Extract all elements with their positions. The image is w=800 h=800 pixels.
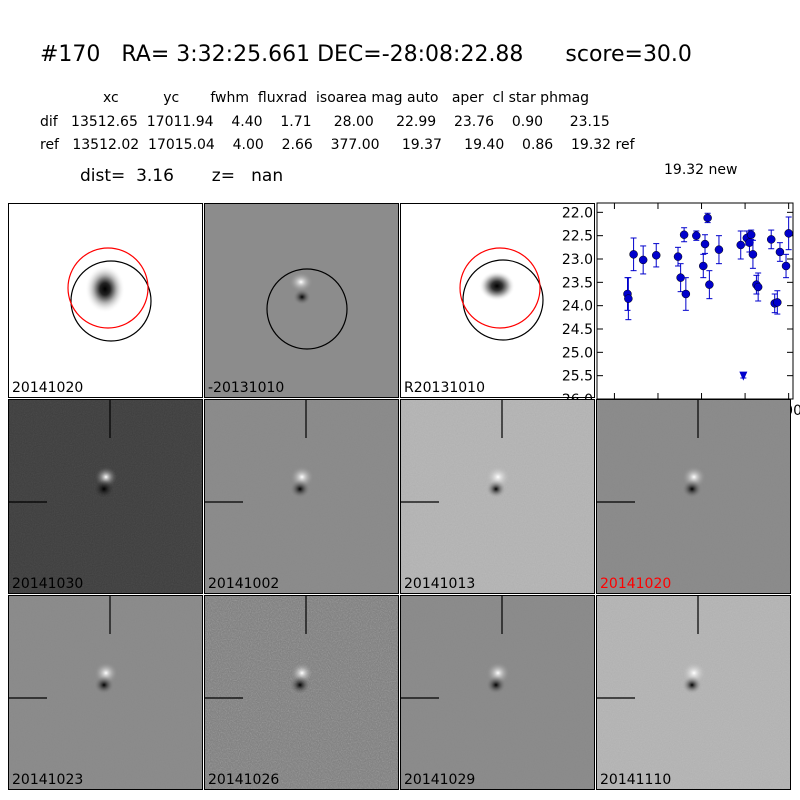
- data-point: [736, 240, 745, 250]
- data-point: [773, 298, 782, 307]
- negative-blob: [486, 480, 506, 498]
- y-tick-label: 25.0: [562, 345, 593, 361]
- negative-blob: [290, 676, 310, 694]
- thumbnail-label: 20141023: [12, 772, 84, 788]
- ref-stamp-label: R20131010: [404, 380, 485, 396]
- column-headers: xc yc fwhm fluxrad isoarea mag auto aper…: [103, 90, 590, 106]
- data-point: [748, 250, 758, 259]
- data-point: [624, 294, 633, 303]
- light-curve-plot: 22.022.523.023.524.024.525.025.526.0-100…: [562, 202, 800, 419]
- data-point: [753, 282, 763, 292]
- thumbnail-label: 20141110: [600, 772, 672, 788]
- negative-blob: [682, 480, 702, 498]
- new-stamp: 20141020: [8, 203, 203, 398]
- thumbnail-label: 20141013: [404, 576, 476, 592]
- light-curve-svg: 22.022.523.023.524.024.525.025.526.0-100…: [562, 202, 800, 419]
- data-point: [746, 230, 756, 239]
- data-point: [692, 231, 701, 240]
- negative-blob: [290, 480, 310, 498]
- new-mag: 19.32 new: [664, 162, 738, 178]
- candidate-title: #170 RA= 3:32:25.661 DEC=-28:08:22.88 sc…: [40, 42, 692, 67]
- y-tick-label: 25.5: [562, 369, 593, 385]
- data-point: [673, 252, 683, 261]
- thumbnail-5: 20141026: [204, 595, 399, 790]
- red-aperture-circle: [67, 247, 149, 329]
- y-tick-label: 23.0: [562, 252, 593, 268]
- black-aperture-circle: [70, 260, 152, 342]
- diff-stamp: -20131010: [204, 203, 399, 398]
- negative-blob: [94, 480, 114, 498]
- data-point: [775, 247, 785, 257]
- thumbnail-label: 20141030: [12, 576, 84, 592]
- y-tick-label: 22.5: [562, 229, 593, 245]
- thumbnail-label: 20141020: [600, 576, 672, 592]
- limit-marker: [739, 371, 748, 381]
- thumbnail-6: 20141029: [400, 595, 595, 790]
- data-point: [651, 251, 661, 260]
- thumbnail-2: 20141013: [400, 399, 595, 594]
- negative-blob: [682, 676, 702, 694]
- diff-stamp-image: [266, 268, 348, 350]
- ref-black-circle: [462, 259, 544, 341]
- diff-stamp-label: -20131010: [208, 380, 285, 396]
- data-point: [705, 280, 714, 289]
- thumbnail-image: [9, 596, 202, 789]
- data-point: [699, 261, 708, 271]
- thumbnail-image: [401, 400, 594, 593]
- data-point: [679, 230, 689, 239]
- thumbnail-image: [597, 596, 790, 789]
- thumbnail-label: 20141029: [404, 772, 476, 788]
- thumbnail-image: [9, 400, 202, 593]
- dist-z-readout: dist= 3.16 z= nan: [80, 166, 284, 186]
- thumbnail-image: [205, 400, 398, 593]
- data-point: [766, 235, 776, 244]
- ref-stamp-image: [459, 247, 544, 341]
- data-point: [638, 255, 648, 265]
- ref-stamp: R20131010: [400, 203, 595, 398]
- new-stamp-label: 20141020: [12, 380, 84, 396]
- y-tick-label: 23.5: [562, 275, 593, 291]
- y-tick-label: 24.5: [562, 322, 593, 338]
- y-tick-label: 24.0: [562, 299, 593, 315]
- thumbnail-4: 20141023: [8, 595, 203, 790]
- thumbnail-7: 20141110: [596, 595, 791, 790]
- ref-star-blob: [479, 271, 515, 301]
- thumbnail-label: 20141002: [208, 576, 280, 592]
- thumbnail-label: 20141026: [208, 772, 280, 788]
- diff-aperture-circle: [266, 268, 348, 350]
- y-tick-label: 22.0: [562, 205, 593, 221]
- thumbnail-3: 20141020: [596, 399, 791, 594]
- data-point: [703, 213, 712, 223]
- data-point: [629, 250, 638, 259]
- thumbnail-image: [205, 596, 398, 789]
- new-stamp-image: [67, 247, 152, 342]
- data-point: [784, 229, 793, 238]
- ref-red-circle: [459, 247, 541, 329]
- diff-negative-blob: [293, 289, 311, 305]
- negative-blob: [486, 676, 506, 694]
- data-point: [700, 239, 710, 249]
- dif-row: dif 13512.65 17011.94 4.40 1.71 28.00 22…: [40, 114, 610, 130]
- ref-row: ref 13512.02 17015.04 4.00 2.66 377.00 1…: [40, 137, 635, 153]
- data-point: [781, 261, 791, 271]
- data-point: [714, 245, 724, 254]
- thumbnail-1: 20141002: [204, 399, 399, 594]
- diff-positive-blob: [289, 272, 313, 292]
- negative-blob: [94, 676, 114, 694]
- thumbnail-image: [401, 596, 594, 789]
- star-blob: [85, 265, 125, 313]
- thumbnail-image: [597, 400, 790, 593]
- thumbnail-0: 20141030: [8, 399, 203, 594]
- data-point: [681, 289, 691, 299]
